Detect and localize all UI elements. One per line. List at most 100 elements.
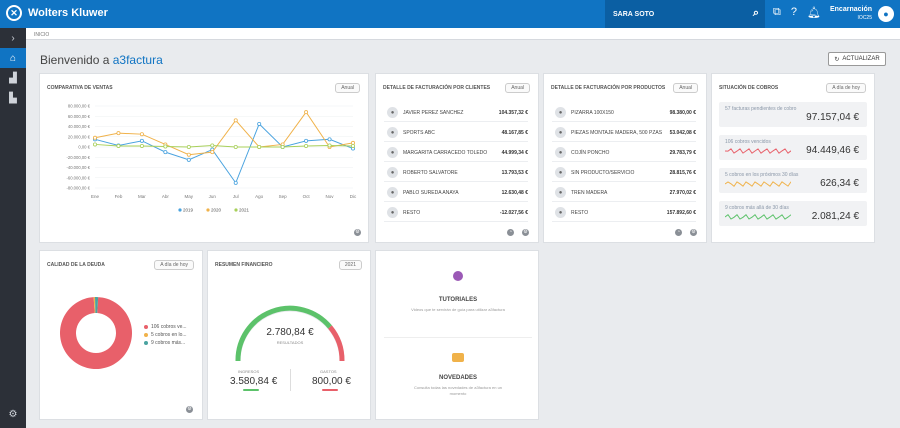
refresh-button[interactable]: ↻ ACTUALIZAR	[828, 52, 886, 66]
tutorials-link[interactable]: TUTORIALES	[438, 297, 478, 303]
y-tick-label: 0,00 €	[78, 145, 90, 150]
x-tick-label: Sep	[279, 194, 288, 199]
list-item[interactable]: ● SIN PRODUCTO/SERVICIO 28.815,76 €	[552, 164, 696, 182]
help-card: TUTORIALES Videos que te servirán de guí…	[375, 250, 539, 420]
collection-label: 106 cobros vencidos	[725, 139, 771, 145]
list-item[interactable]: ● PIEZAS MONTAJE MADERA, 500 PZAS 53.042,0…	[552, 124, 696, 142]
x-tick-label: Abr	[162, 194, 170, 199]
settings-icon[interactable]: ⚙	[690, 229, 697, 236]
search-icon[interactable]: ⌕	[752, 7, 759, 19]
list-item[interactable]: ● PIZARRA 100X150 98.380,00 €	[552, 104, 696, 122]
expand-menu-icon[interactable]: ›	[11, 32, 15, 44]
list-item[interactable]: ● ROBERTO SALVATORE 13.793,53 €	[384, 164, 528, 182]
period-selector[interactable]: A día de hoy	[826, 83, 866, 93]
item-icon: ●	[555, 107, 566, 118]
list-item[interactable]: ● TREN MADERA 27.970,02 €	[552, 184, 696, 202]
breadcrumb[interactable]: INICIO	[26, 28, 900, 40]
data-point	[327, 137, 332, 142]
item-name: PIZARRA 100X150	[571, 109, 614, 116]
settings-icon[interactable]: ⚙	[522, 229, 529, 236]
list-item[interactable]: ● COJÍN PONCHO 29.783,79 €	[552, 144, 696, 162]
news-link[interactable]: NOVEDADES	[438, 375, 477, 381]
item-value: 12.630,48 €	[501, 189, 528, 196]
list-item[interactable]: ● JAVIER PEREZ SANCHEZ 104.357,32 €	[384, 104, 528, 122]
legend-item[interactable]: 106 cobros ve...	[144, 323, 187, 331]
result-gauge	[235, 305, 345, 362]
pie-chart-icon[interactable]: ◔	[507, 229, 514, 236]
item-name: RESTO	[571, 209, 589, 216]
series-line-2020	[94, 111, 354, 156]
period-selector[interactable]: Anual	[505, 83, 530, 93]
list-item[interactable]: ● MARGARITA CARRACEDO TOLEDO 44.999,34 €	[384, 144, 528, 162]
collection-item[interactable]: 106 cobros vencidos 94.449,46 €	[719, 135, 867, 160]
data-point	[304, 143, 309, 148]
legend-item[interactable]: 5 cobros en lo...	[144, 331, 187, 339]
period-selector[interactable]: Anual	[673, 83, 698, 93]
collection-label: 5 cobros en los próximos 30 días	[725, 172, 799, 178]
y-tick-label: -40.000,00 €	[66, 165, 90, 170]
data-point	[327, 143, 332, 148]
x-tick-label: Dic	[350, 194, 357, 199]
data-point	[280, 145, 285, 150]
donut-slice	[94, 297, 99, 314]
help-icon[interactable]: ?	[790, 6, 797, 18]
reports-icon[interactable]: ▙	[9, 92, 17, 104]
sales-chart-icon[interactable]: ▟	[9, 72, 17, 84]
legend-label: 9 cobros más...	[151, 340, 186, 346]
pie-chart-icon[interactable]: ◔	[675, 229, 682, 236]
list-item[interactable]: ● RESTO -12.027,56 €	[384, 204, 528, 222]
settings-icon[interactable]: ⚙	[186, 406, 193, 413]
data-point	[163, 144, 168, 149]
collection-value: 626,34 €	[820, 178, 859, 189]
data-point	[116, 131, 121, 136]
data-point	[304, 138, 309, 143]
x-tick-label: Ene	[91, 194, 100, 199]
legend-swatch	[144, 325, 148, 329]
series-line-2019	[94, 123, 354, 184]
item-value: 27.970,02 €	[669, 189, 696, 196]
card-title: DETALLE DE FACTURACIÓN POR PRODUCTOS	[551, 85, 666, 91]
avatar[interactable]: ●	[878, 6, 894, 22]
collections-status-card: SITUACIÓN DE COBROS A día de hoy 57 fact…	[711, 73, 875, 243]
item-icon: ●	[387, 147, 398, 158]
settings-icon[interactable]: ⚙	[8, 408, 18, 420]
home-icon[interactable]: ⌂	[0, 48, 26, 68]
collection-value: 2.081,24 €	[811, 211, 859, 222]
data-point	[233, 180, 238, 185]
tutorials-icon[interactable]	[453, 271, 463, 281]
list-item[interactable]: ● RESTO 157.892,60 €	[552, 204, 696, 222]
sparkline	[725, 213, 791, 220]
item-name: TREN MADERA	[571, 189, 608, 196]
notifications-icon[interactable]: 🔔︎	[806, 7, 821, 19]
list-item[interactable]: ● SPORTS ABC 48.167,85 €	[384, 124, 528, 142]
news-icon[interactable]	[452, 353, 464, 362]
company-search[interactable]: SARA SOTO ⌕	[605, 0, 765, 28]
collection-item[interactable]: 9 cobros más allá de 30 días 2.081,24 €	[719, 201, 867, 226]
debt-donut-chart	[60, 297, 133, 369]
data-point	[210, 150, 215, 155]
legend-item[interactable]: 9 cobros más...	[144, 339, 187, 347]
item-name: JAVIER PEREZ SANCHEZ	[403, 109, 464, 116]
clients-billing-card: DETALLE DE FACTURACIÓN POR CLIENTES Anua…	[375, 73, 539, 243]
settings-icon[interactable]: ⚙	[354, 229, 361, 236]
item-name: COJÍN PONCHO	[571, 149, 610, 156]
page-title: Bienvenido a a3factura	[40, 53, 163, 67]
legend-swatch	[178, 208, 182, 212]
collection-item[interactable]: 5 cobros en los próximos 30 días 626,34 €	[719, 168, 867, 193]
item-icon: ●	[387, 207, 398, 218]
y-tick-label: 40.000,00 €	[68, 124, 91, 129]
item-value: 28.815,76 €	[669, 169, 696, 176]
year-selector[interactable]: 2021	[338, 260, 362, 270]
legend-swatch	[206, 208, 210, 212]
brand-logo[interactable]: ✕ Wolters Kluwer	[6, 5, 108, 21]
collection-item[interactable]: 57 facturas pendientes de cobro 97.157,04…	[719, 102, 867, 127]
period-selector[interactable]: Anual	[335, 83, 360, 93]
y-tick-label: 80.000,00 €	[68, 104, 91, 109]
data-point	[139, 143, 144, 148]
list-item[interactable]: ● PABLO SUREDA ANAYA 12.630,48 €	[384, 184, 528, 202]
data-point	[304, 110, 309, 115]
user-info[interactable]: Encarnación IOC25	[829, 6, 872, 21]
period-selector[interactable]: A día de hoy	[154, 260, 194, 270]
card-title: CALIDAD DE LA DEUDA	[47, 262, 105, 268]
apps-icon[interactable]: ⧉	[773, 6, 781, 18]
